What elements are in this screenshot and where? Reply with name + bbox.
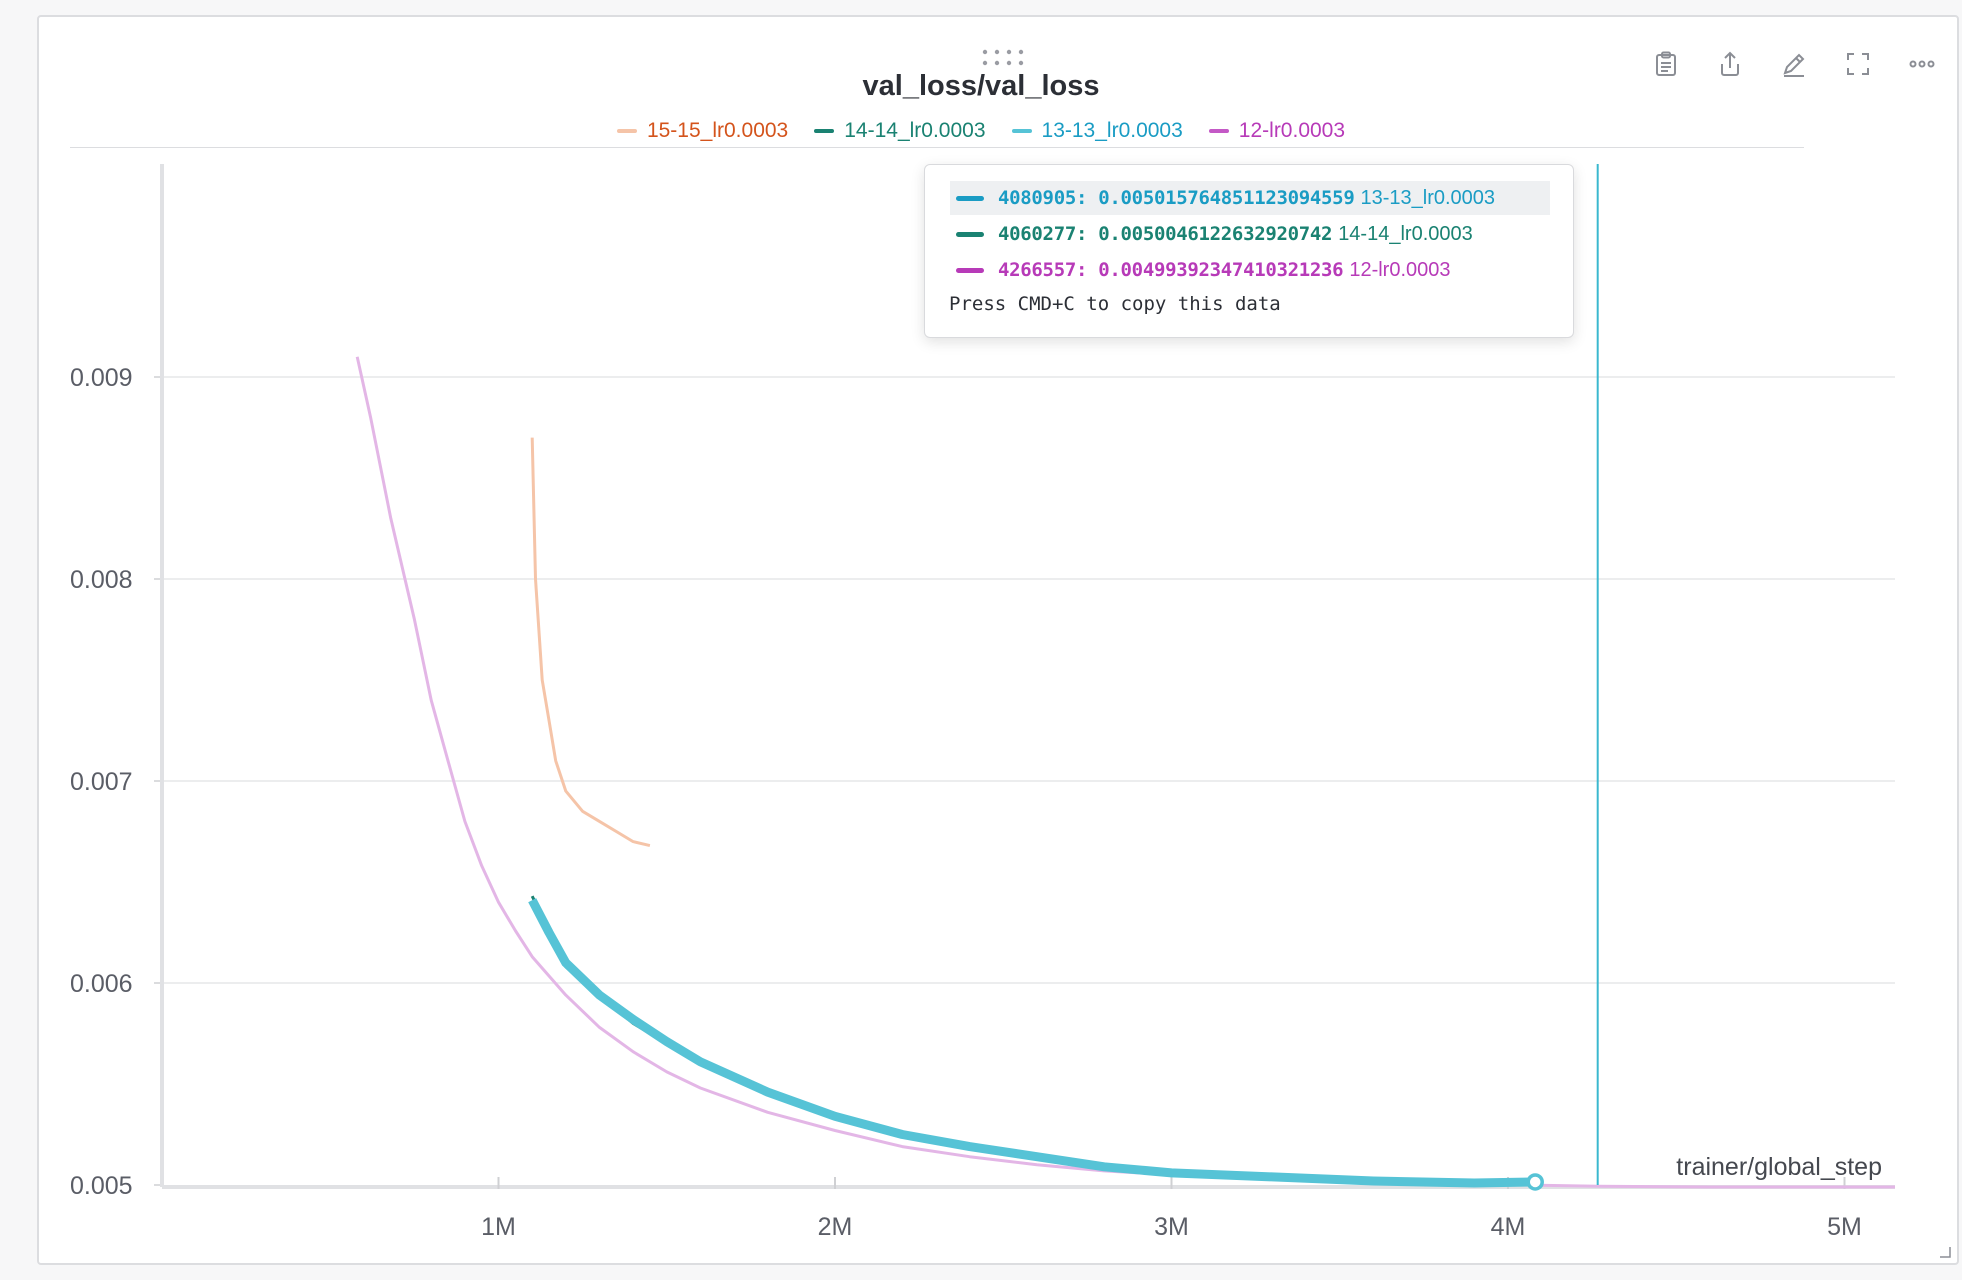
legend-swatch: [1011, 129, 1032, 133]
x-tick-label: 3M: [1154, 1213, 1189, 1241]
legend-swatch: [1208, 129, 1229, 133]
y-tick-label: 0.008: [70, 566, 133, 594]
x-tick-label: 4M: [1491, 1213, 1526, 1241]
tooltip-row: 4266557 : 0.004993923474103212​36 12-lr0…: [950, 253, 1451, 287]
series-line: [530, 895, 1529, 1186]
series-line: [530, 437, 651, 848]
clipboard-icon[interactable]: [1649, 47, 1683, 81]
legend-divider: [70, 147, 1804, 148]
tooltip-row: 4060277 : 0.005004612263292074​2 14-14_l…: [950, 217, 1473, 251]
tooltip-step: 4080905: [998, 187, 1076, 209]
series-line: [528, 898, 1536, 1188]
tooltip-step: 4266557: [998, 259, 1076, 281]
legend-label: 14-14_lr0.0003: [844, 119, 986, 142]
legend-label: 15-15_lr0.0003: [646, 119, 789, 142]
share-icon[interactable]: [1713, 47, 1747, 81]
tooltip-value: 0.005004612263292074​2: [1098, 223, 1333, 245]
resize-handle-icon[interactable]: [1939, 1245, 1951, 1258]
legend-item-13-13[interactable]: 13-13_lr0.0003: [1011, 119, 1183, 143]
tooltip-value: 0.004993923474103212​36: [1098, 259, 1344, 281]
legend-item-15-15[interactable]: 15-15_lr0.0003: [616, 119, 789, 143]
x-tick-label: 1M: [481, 1213, 516, 1241]
tooltip-run-name: 12-lr0.0003: [1349, 258, 1451, 281]
tooltip-hint: Press CMD+C to copy this data: [949, 293, 1281, 315]
drag-handle-icon[interactable]: [979, 43, 1029, 73]
edit-icon[interactable]: [1777, 47, 1811, 81]
y-tick-label: 0.009: [70, 364, 133, 392]
legend-item-14-14[interactable]: 14-14_lr0.0003: [814, 119, 986, 143]
y-tick-label: 0.007: [70, 768, 133, 796]
tooltip-value: 0.005015764851123094559: [1098, 187, 1355, 209]
tooltip-swatch: [956, 195, 984, 201]
more-icon[interactable]: [1905, 47, 1939, 81]
hover-tooltip: 4080905 : 0.005015764851123094559 13-13_…: [924, 164, 1574, 338]
series-line: [355, 356, 1895, 1189]
tooltip-run-name: 14-14_lr0.0003: [1338, 222, 1473, 245]
chart-legend: 15-15_lr0.0003 14-14_lr0.0003 13-13_lr0.…: [0, 119, 1962, 143]
legend-item-12[interactable]: 12-lr0.0003: [1208, 119, 1346, 143]
tooltip-run-name: 13-13_lr0.0003: [1360, 186, 1496, 209]
hover-point: [1526, 1173, 1544, 1191]
tooltip-row: 4080905 : 0.005015764851123094559 13-13_…: [950, 181, 1550, 215]
x-tick-label: 5M: [1827, 1213, 1862, 1241]
tooltip-swatch: [956, 231, 984, 237]
fullscreen-icon[interactable]: [1841, 47, 1875, 81]
legend-label: 13-13_lr0.0003: [1041, 119, 1183, 142]
legend-swatch: [616, 129, 637, 133]
chart-title: val_loss/val_loss: [862, 70, 1100, 102]
legend-label: 12-lr0.0003: [1238, 119, 1346, 142]
tooltip-swatch: [956, 267, 984, 273]
tooltip-step: 4060277: [998, 223, 1076, 245]
legend-swatch: [814, 129, 835, 133]
x-tick-label: 2M: [818, 1213, 853, 1241]
x-axis-title: trainer/global_step: [1676, 1153, 1882, 1181]
panel-toolbar: [1649, 47, 1939, 81]
y-tick-label: 0.005: [70, 1172, 133, 1200]
y-tick-label: 0.006: [70, 970, 133, 998]
